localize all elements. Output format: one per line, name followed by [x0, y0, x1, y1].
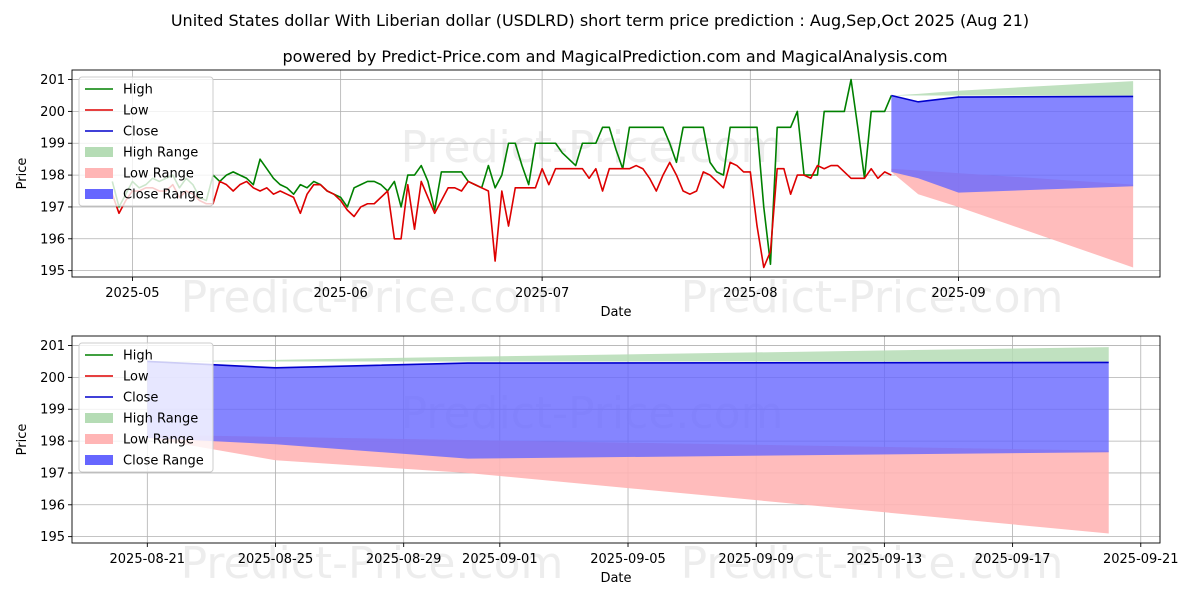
y-tick-label: 199: [40, 403, 65, 418]
close-range-band: [147, 361, 1109, 459]
watermark-text: Predict-Price.com: [401, 122, 784, 173]
y-tick-label: 198: [40, 169, 65, 184]
axes-frame: [71, 335, 1161, 544]
legend-label-high: High: [123, 349, 153, 364]
high-range-band: [147, 347, 1109, 362]
y-tick-label: 197: [40, 200, 65, 215]
watermark-text: Predict-Price.com: [681, 272, 1064, 323]
low-series-line: [111, 161, 892, 269]
x-axis-label: Date: [600, 305, 631, 320]
top-chart-panel: Predict-Price.com Predict-Price.com Predic…: [15, 69, 1161, 323]
legend: High Low Close High Range Low Range Close Ran…: [78, 342, 214, 473]
x-tick-label: 2025-06: [313, 286, 367, 301]
high-series-line: [111, 78, 893, 266]
x-tick-label: 2025-09-13: [847, 552, 923, 567]
legend-swatch-close-range: [85, 455, 113, 465]
legend: High Low Close High Range Low Range Close Ran…: [78, 76, 214, 207]
y-tick-label: 201: [40, 73, 65, 88]
legend-swatch-low-range: [85, 434, 113, 444]
legend-label-low-range: Low Range: [123, 433, 194, 448]
x-axis-label: Date: [600, 571, 631, 586]
high-range-band: [891, 81, 1134, 96]
x-tick-label: 2025-08-29: [366, 552, 442, 567]
legend-label-close: Close: [123, 391, 158, 406]
legend-label-high-range: High Range: [123, 146, 198, 161]
x-tick-label: 2025-09-17: [975, 552, 1051, 567]
y-tick-label: 195: [40, 264, 65, 279]
x-tick-label: 2025-07: [515, 286, 569, 301]
chart-subtitle: powered by Predict-Price.com and Magical…: [282, 47, 947, 66]
legend-swatch-high-range: [85, 413, 113, 423]
watermark-text: Predict-Price.com: [681, 538, 1064, 589]
legend-label-high: High: [123, 83, 153, 98]
x-tick-label: 2025-09-09: [718, 552, 794, 567]
legend-label-close: Close: [123, 125, 158, 140]
y-tick-label: 199: [40, 137, 65, 152]
x-tick-label: 2025-05: [105, 286, 159, 301]
close-range-band: [891, 95, 1134, 193]
x-tick-label: 2025-08: [723, 286, 777, 301]
low-range-band: [891, 168, 1134, 268]
close-series-line: [891, 94, 1134, 103]
y-axis-label: Price: [15, 424, 30, 456]
legend-label-low-range: Low Range: [123, 167, 194, 182]
legend-swatch-high-range: [85, 147, 113, 157]
legend-label-high-range: High Range: [123, 412, 198, 427]
y-tick-label: 196: [40, 232, 65, 247]
low-range-band: [147, 434, 1109, 534]
y-tick-label: 196: [40, 498, 65, 513]
legend-label-close-range: Close Range: [123, 454, 204, 469]
legend-label-low: Low: [123, 104, 149, 119]
y-tick-label: 198: [40, 435, 65, 450]
x-tick-label: 2025-08-25: [238, 552, 314, 567]
legend-swatch-close-range: [85, 189, 113, 199]
legend-swatch-low-range: [85, 168, 113, 178]
x-tick-label: 2025-09: [931, 286, 985, 301]
y-tick-label: 200: [40, 105, 65, 120]
y-tick-label: 195: [40, 530, 65, 545]
bottom-chart-panel: Predict-Price.comPredict-Price.comPredic…: [15, 335, 1179, 589]
x-tick-label: 2025-08-21: [110, 552, 186, 567]
axes-frame: [71, 69, 1161, 278]
x-tick-label: 2025-09-21: [1103, 552, 1179, 567]
legend-label-close-range: Close Range: [123, 188, 204, 203]
x-tick-label: 2025-09-05: [590, 552, 666, 567]
x-tick-label: 2025-09-01: [462, 552, 538, 567]
y-tick-label: 201: [40, 339, 65, 354]
chart-title: United States dollar With Liberian dolla…: [171, 11, 1029, 30]
y-axis-label: Price: [15, 158, 30, 190]
watermark-text: Predict-Price.com: [181, 272, 564, 323]
legend-label-low: Low: [123, 370, 149, 385]
y-tick-label: 197: [40, 466, 65, 481]
y-tick-label: 200: [40, 371, 65, 386]
